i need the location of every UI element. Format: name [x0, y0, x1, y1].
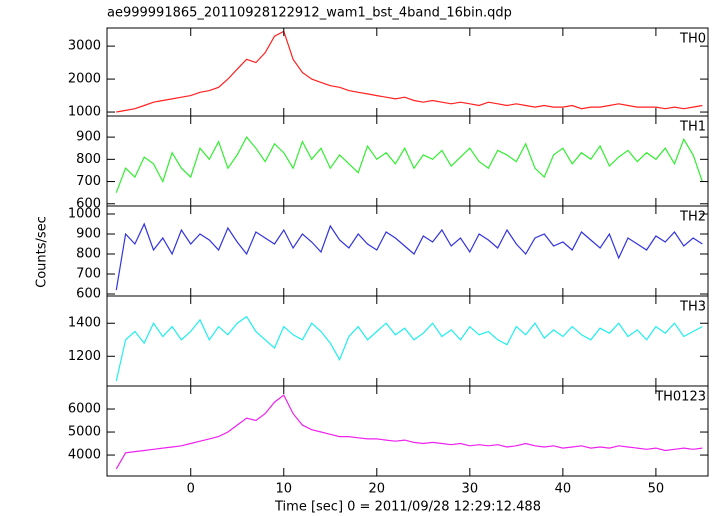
light-curve: [116, 30, 703, 113]
light-curve: [115, 394, 703, 470]
y-tick-label: 5000: [68, 425, 101, 440]
y-tick-label: 900: [76, 130, 101, 145]
x-tick-label: 0: [187, 482, 195, 497]
y-tick-label: 900: [76, 227, 101, 242]
light-curve: [115, 136, 703, 193]
y-tick-label: 3000: [68, 39, 101, 54]
panel-label: TH3: [679, 300, 706, 315]
light-curve: [115, 315, 703, 382]
panel-label: TH2: [679, 210, 706, 225]
chart-title: ae999991865_20110928122912_wam1_bst_4ban…: [107, 6, 512, 21]
y-tick-label: 4000: [68, 448, 101, 463]
panel-label: TH1: [679, 120, 706, 135]
x-tick-label: 30: [462, 482, 479, 497]
panel-frame: [106, 385, 709, 477]
light-curve: [115, 222, 703, 291]
x-tick-label: 40: [555, 482, 572, 497]
y-tick-label: 1000: [68, 207, 101, 222]
x-tick-label: 20: [369, 482, 386, 497]
y-tick-label: 1400: [68, 316, 101, 331]
y-tick-label: 800: [76, 247, 101, 262]
y-axis-label: Counts/sec: [35, 216, 50, 288]
y-tick-label: 1000: [68, 105, 101, 120]
y-tick-label: 600: [76, 287, 101, 302]
x-axis-label: Time [sec] 0 = 2011/09/28 12:29:12.488: [274, 500, 541, 515]
y-tick-label: 2000: [68, 72, 101, 87]
y-tick-label: 600: [76, 196, 101, 211]
panel-label: TH0123: [654, 390, 706, 405]
x-tick-label: 10: [275, 482, 292, 497]
y-tick-label: 800: [76, 152, 101, 167]
y-tick-label: 1200: [68, 349, 101, 364]
panel-label: TH0: [679, 32, 706, 47]
y-tick-label: 700: [76, 174, 101, 189]
y-tick-label: 700: [76, 267, 101, 282]
x-tick-label: 50: [648, 482, 665, 497]
y-tick-label: 6000: [68, 402, 101, 417]
